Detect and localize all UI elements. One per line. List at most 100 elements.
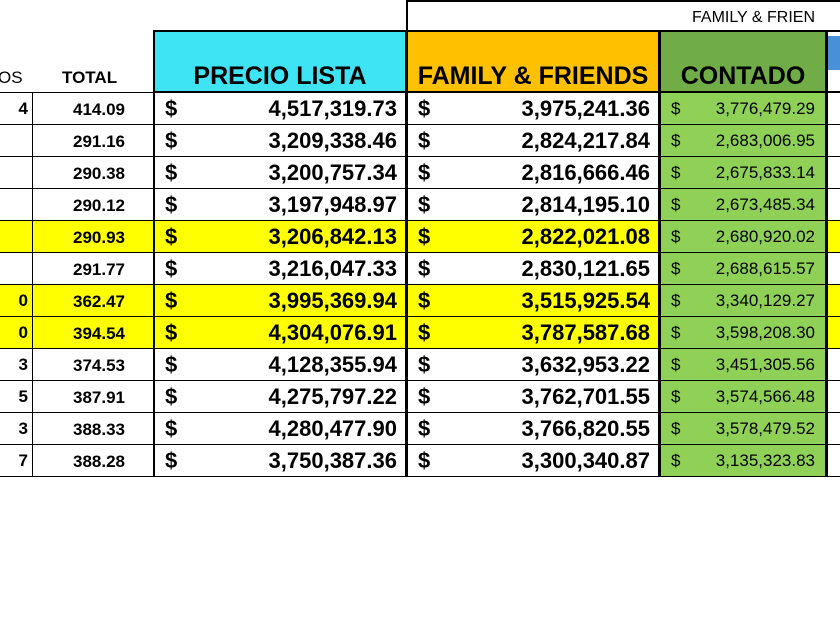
ff-value: 2,822,021.08 xyxy=(521,224,650,249)
ff-cell: $2,824,217.84 xyxy=(406,124,660,157)
currency-symbol: $ xyxy=(418,288,431,313)
currency-symbol: $ xyxy=(165,96,178,121)
precio-cell: $4,304,076.91 xyxy=(153,316,407,349)
currency-symbol: $ xyxy=(165,192,178,217)
left-cell xyxy=(0,188,33,221)
precio-cell: $4,517,319.73 xyxy=(153,92,407,125)
total-value: 290.93 xyxy=(73,228,125,247)
left-cell: 4 xyxy=(0,92,33,125)
left-value: 3 xyxy=(18,419,28,438)
ff-value: 3,762,701.55 xyxy=(521,384,650,409)
header-fill xyxy=(828,36,840,70)
ff-value: 3,787,587.68 xyxy=(521,320,650,345)
ff-value: 2,824,217.84 xyxy=(521,128,650,153)
left-cell xyxy=(0,220,33,253)
total-value: 414.09 xyxy=(73,100,125,119)
precio-value: 3,209,338.46 xyxy=(268,128,397,153)
currency-symbol: $ xyxy=(418,320,431,345)
left-value: 7 xyxy=(18,451,28,470)
left-cell: 7 xyxy=(0,444,33,477)
left-cell xyxy=(0,252,33,285)
contado-cell: $2,688,615.57 xyxy=(659,252,827,285)
precio-cell: $4,275,797.22 xyxy=(153,380,407,413)
currency-symbol: $ xyxy=(165,256,178,281)
currency-symbol: $ xyxy=(418,384,431,409)
stub-cell xyxy=(826,316,840,349)
precio-cell: $3,200,757.34 xyxy=(153,156,407,189)
ff-cell: $2,822,021.08 xyxy=(406,220,660,253)
stub-cell xyxy=(826,284,840,317)
left-value: 3 xyxy=(18,355,28,374)
left-value: 0 xyxy=(18,291,28,310)
contado-value: 3,135,323.83 xyxy=(715,451,815,470)
total-value: 388.28 xyxy=(73,452,125,471)
total-value: 291.77 xyxy=(73,260,125,279)
currency-symbol: $ xyxy=(165,352,178,377)
contado-cell: $3,776,479.29 xyxy=(659,92,827,125)
currency-symbol: $ xyxy=(671,227,681,246)
left-cell: 5 xyxy=(0,380,33,413)
column-header: FAMILY & FRIENDS xyxy=(417,62,649,90)
left-cell xyxy=(0,124,33,157)
stub-cell xyxy=(826,412,840,445)
contado-cell: $2,680,920.02 xyxy=(659,220,827,253)
ff-cell: $3,300,340.87 xyxy=(406,444,660,477)
column-header: CONTADO xyxy=(680,62,806,90)
ff-cell: $3,632,953.22 xyxy=(406,348,660,381)
currency-symbol: $ xyxy=(671,451,681,470)
ff-value: 2,814,195.10 xyxy=(521,192,650,217)
ff-value: 3,515,925.54 xyxy=(521,288,650,313)
header-cell: PRECIO LISTA xyxy=(153,30,407,93)
precio-cell: $3,197,948.97 xyxy=(153,188,407,221)
currency-symbol: $ xyxy=(418,448,431,473)
contado-cell: $3,340,129.27 xyxy=(659,284,827,317)
contado-value: 3,340,129.27 xyxy=(715,291,815,310)
contado-cell: $2,683,006.95 xyxy=(659,124,827,157)
ff-value: 2,816,666.46 xyxy=(521,160,650,185)
currency-symbol: $ xyxy=(165,224,178,249)
contado-value: 3,574,566.48 xyxy=(715,387,815,406)
ff-cell: $3,787,587.68 xyxy=(406,316,660,349)
precio-cell: $3,995,369.94 xyxy=(153,284,407,317)
left-header: OS xyxy=(0,68,23,87)
currency-symbol: $ xyxy=(418,416,431,441)
precio-value: 3,197,948.97 xyxy=(268,192,397,217)
left-cell: 3 xyxy=(0,412,33,445)
stub-cell xyxy=(826,252,840,285)
contado-value: 2,675,833.14 xyxy=(715,163,815,182)
precio-value: 4,280,477.90 xyxy=(268,416,397,441)
currency-symbol: $ xyxy=(671,99,681,118)
currency-symbol: $ xyxy=(671,323,681,342)
contado-cell: $3,578,479.52 xyxy=(659,412,827,445)
ff-cell: $3,515,925.54 xyxy=(406,284,660,317)
ff-value: 3,300,340.87 xyxy=(521,448,650,473)
currency-symbol: $ xyxy=(165,128,178,153)
currency-symbol: $ xyxy=(165,416,178,441)
precio-value: 3,750,387.36 xyxy=(268,448,397,473)
precio-value: 4,275,797.22 xyxy=(268,384,397,409)
total-cell: 414.09 xyxy=(32,92,154,125)
contado-value: 3,598,208.30 xyxy=(715,323,815,342)
precio-cell: $4,280,477.90 xyxy=(153,412,407,445)
contado-value: 3,451,305.56 xyxy=(715,355,815,374)
precio-value: 3,995,369.94 xyxy=(268,288,397,313)
total-cell: 388.33 xyxy=(32,412,154,445)
currency-symbol: $ xyxy=(418,224,431,249)
contado-value: 2,680,920.02 xyxy=(715,227,815,246)
total-value: 388.33 xyxy=(73,420,125,439)
currency-symbol: $ xyxy=(671,387,681,406)
contado-value: 2,673,485.34 xyxy=(715,195,815,214)
header-cell: FAMILY & FRIENDS xyxy=(406,30,660,93)
currency-symbol: $ xyxy=(418,160,431,185)
currency-symbol: $ xyxy=(671,291,681,310)
total-value: 290.12 xyxy=(73,196,125,215)
currency-symbol: $ xyxy=(418,352,431,377)
group-header: FAMILY & FRIEN xyxy=(692,9,815,26)
currency-symbol: $ xyxy=(165,384,178,409)
currency-symbol: $ xyxy=(671,131,681,150)
total-cell: 290.12 xyxy=(32,188,154,221)
currency-symbol: $ xyxy=(165,320,178,345)
left-cell xyxy=(0,156,33,189)
precio-cell: $3,206,842.13 xyxy=(153,220,407,253)
left-cell: 3 xyxy=(0,348,33,381)
